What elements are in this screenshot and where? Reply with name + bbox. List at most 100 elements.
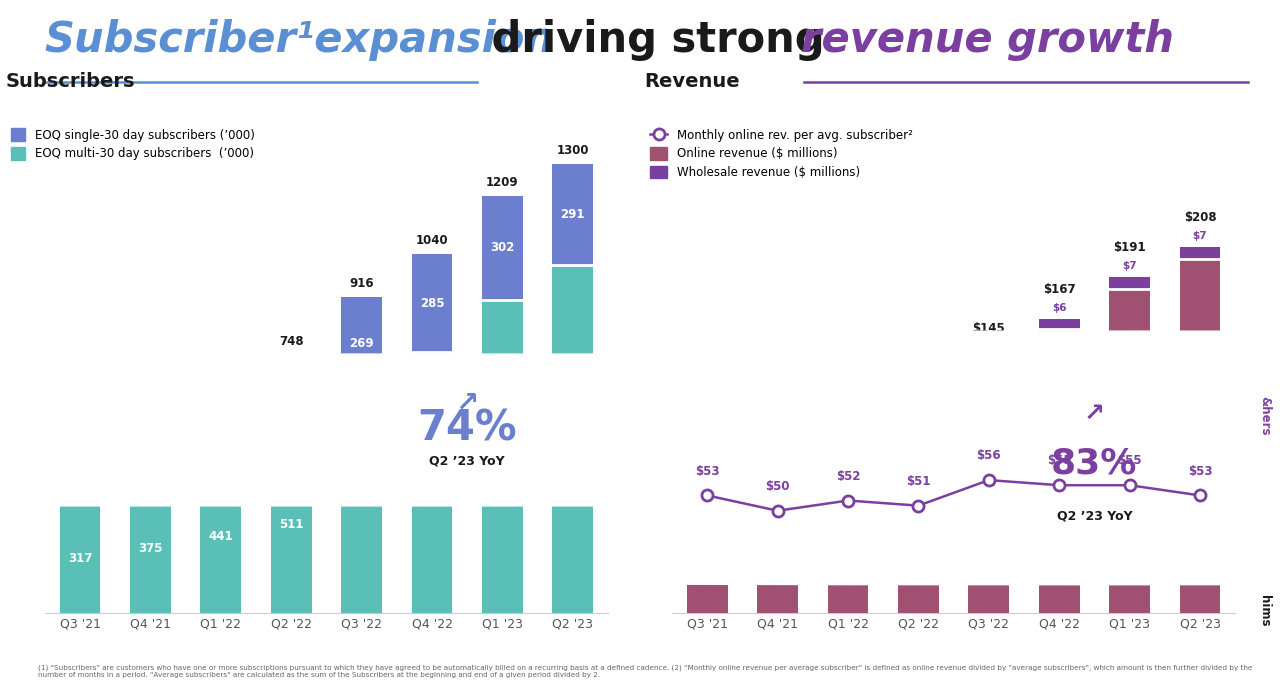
Text: 499: 499: [68, 421, 92, 434]
Bar: [1039, 319, 1079, 330]
Text: driving strong: driving strong: [477, 19, 840, 61]
Text: Q2 ’23 YoY: Q2 ’23 YoY: [429, 454, 506, 468]
Bar: [60, 441, 100, 503]
Text: 205: 205: [209, 419, 233, 432]
Bar: [1110, 276, 1149, 289]
Text: $72: $72: [695, 543, 719, 556]
Text: 1009: 1009: [557, 432, 589, 445]
Text: 441: 441: [209, 530, 233, 543]
Text: 317: 317: [68, 552, 92, 565]
Text: (1) "Subscribers" are customers who have one or more subscriptions pursuant to w: (1) "Subscribers" are customers who have…: [38, 664, 1253, 678]
Text: 285: 285: [420, 297, 444, 310]
Text: Revenue: Revenue: [644, 72, 740, 91]
Text: $6: $6: [771, 449, 785, 460]
Text: Subscriber¹expansion: Subscriber¹expansion: [45, 19, 556, 61]
Text: 182: 182: [68, 466, 92, 479]
Text: $52: $52: [836, 470, 860, 483]
Text: 302: 302: [490, 241, 515, 254]
Circle shape: [0, 331, 1280, 585]
Circle shape: [0, 354, 1280, 506]
Text: 511: 511: [279, 518, 303, 531]
Text: 907: 907: [490, 450, 515, 463]
Text: $5: $5: [982, 343, 996, 352]
Text: $107: $107: [902, 512, 934, 525]
Bar: [201, 461, 241, 613]
Bar: [899, 424, 938, 613]
Bar: [131, 484, 170, 613]
Bar: [342, 390, 381, 613]
Bar: [1180, 247, 1220, 259]
Bar: [60, 503, 100, 613]
Text: $191: $191: [1114, 240, 1146, 253]
Text: 237: 237: [279, 389, 303, 402]
Bar: [412, 352, 452, 613]
Bar: [758, 475, 797, 613]
Bar: [483, 195, 522, 300]
Bar: [342, 297, 381, 390]
Text: $78: $78: [765, 538, 790, 551]
Text: $114: $114: [902, 378, 934, 391]
Bar: [1039, 330, 1079, 613]
Text: 916: 916: [349, 277, 374, 290]
Bar: [969, 358, 1009, 366]
Text: $6: $6: [1052, 304, 1066, 313]
Text: 554: 554: [138, 402, 163, 415]
Text: 375: 375: [138, 541, 163, 555]
Text: $74: $74: [695, 447, 719, 460]
Text: 1209: 1209: [486, 176, 518, 189]
Text: 1040: 1040: [416, 234, 448, 247]
Text: $7: $7: [1123, 262, 1137, 271]
Text: $50: $50: [765, 480, 790, 493]
Text: 269: 269: [349, 336, 374, 350]
Bar: [553, 265, 593, 613]
Text: 74%: 74%: [417, 407, 517, 449]
Text: $145: $145: [973, 321, 1005, 334]
Text: $53: $53: [1188, 464, 1212, 477]
Bar: [899, 414, 938, 424]
Text: ↗: ↗: [1084, 402, 1105, 426]
Bar: [131, 422, 170, 484]
Text: $94: $94: [836, 524, 860, 537]
Bar: [687, 483, 727, 486]
Text: $85: $85: [765, 429, 790, 442]
Text: $56: $56: [977, 449, 1001, 462]
Text: ↗: ↗: [456, 388, 479, 416]
Bar: [687, 486, 727, 613]
Bar: [201, 390, 241, 461]
Bar: [1180, 259, 1220, 613]
Text: $201: $201: [1184, 430, 1216, 443]
Text: $208: $208: [1184, 210, 1216, 223]
Bar: [969, 366, 1009, 613]
Text: 1300: 1300: [557, 144, 589, 157]
Bar: [828, 447, 868, 613]
Bar: [1110, 289, 1149, 613]
Text: 179: 179: [138, 446, 163, 459]
Text: 755: 755: [420, 476, 444, 489]
Text: $55: $55: [1117, 454, 1142, 467]
Text: $167: $167: [1043, 283, 1075, 296]
Text: $7: $7: [1193, 232, 1207, 241]
Text: 83%: 83%: [1051, 446, 1138, 480]
Text: $53: $53: [695, 464, 719, 477]
Text: 647: 647: [349, 495, 374, 508]
Text: Q2 ’23 YoY: Q2 ’23 YoY: [1056, 509, 1133, 522]
Text: $7: $7: [841, 419, 855, 430]
Legend: EOQ single-30 day subscribers (’000), EOQ multi-30 day subscribers  (’000): EOQ single-30 day subscribers (’000), EO…: [12, 129, 255, 161]
Bar: [271, 355, 311, 437]
Text: hims: hims: [1258, 595, 1271, 627]
Text: $51: $51: [906, 475, 931, 488]
Legend: Monthly online rev. per avg. subscriber², Online revenue ($ millions), Wholesale: Monthly online rev. per avg. subscriber²…: [650, 129, 913, 179]
Text: 646: 646: [209, 370, 233, 383]
Bar: [758, 465, 797, 475]
Text: $6: $6: [911, 398, 925, 409]
Text: Subscribers: Subscribers: [5, 72, 134, 91]
Text: $55: $55: [1047, 454, 1071, 467]
Text: $184: $184: [1114, 445, 1146, 458]
Text: $101: $101: [832, 399, 864, 412]
Bar: [553, 164, 593, 265]
Text: &hers: &hers: [1258, 396, 1271, 436]
Bar: [271, 437, 311, 613]
Bar: [483, 300, 522, 613]
Bar: [412, 254, 452, 352]
Text: 748: 748: [279, 335, 303, 348]
